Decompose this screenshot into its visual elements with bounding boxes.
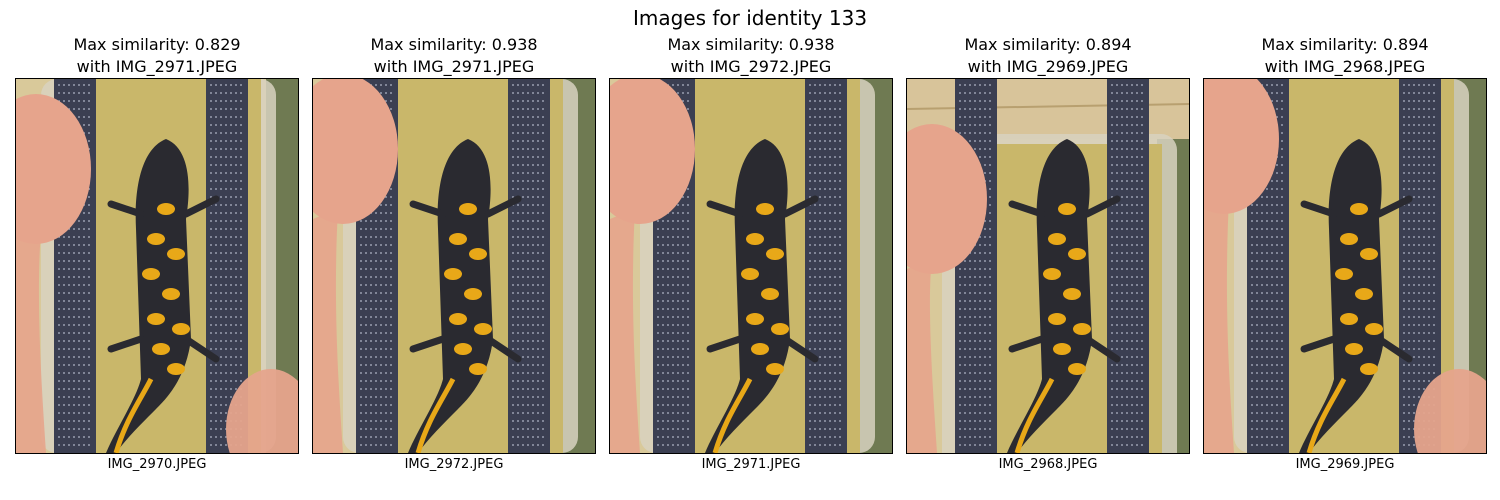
panel-similarity: Max similarity: 0.938 — [370, 35, 538, 54]
panel-title: Max similarity: 0.894 with IMG_2969.JPEG — [906, 34, 1190, 78]
panel-title: Max similarity: 0.938 with IMG_2971.JPEG — [312, 34, 596, 78]
panel-title: Max similarity: 0.938 with IMG_2972.JPEG — [609, 34, 893, 78]
panel-match: with IMG_2971.JPEG — [373, 57, 535, 76]
panel-title: Max similarity: 0.829 with IMG_2971.JPEG — [15, 34, 299, 78]
newt-photo — [1203, 78, 1487, 454]
newt-photo — [609, 78, 893, 454]
image-panel: Max similarity: 0.938 with IMG_2971.JPEG… — [312, 34, 596, 473]
panel-title: Max similarity: 0.894 with IMG_2968.JPEG — [1203, 34, 1487, 78]
image-panel: Max similarity: 0.894 with IMG_2968.JPEG… — [1203, 34, 1487, 473]
panel-similarity: Max similarity: 0.829 — [73, 35, 241, 54]
image-panel: Max similarity: 0.894 with IMG_2969.JPEG… — [906, 34, 1190, 473]
panel-match: with IMG_2971.JPEG — [76, 57, 238, 76]
image-panel: Max similarity: 0.938 with IMG_2972.JPEG… — [609, 34, 893, 473]
panel-filename: IMG_2969.JPEG — [1295, 457, 1395, 472]
panel-filename: IMG_2970.JPEG — [107, 457, 207, 472]
panel-match: with IMG_2969.JPEG — [967, 57, 1129, 76]
panel-filename: IMG_2968.JPEG — [998, 457, 1098, 472]
panel-similarity: Max similarity: 0.938 — [667, 35, 835, 54]
newt-photo — [312, 78, 596, 454]
panel-filename: IMG_2971.JPEG — [701, 457, 801, 472]
image-panel: Max similarity: 0.829 with IMG_2971.JPEG… — [15, 34, 299, 473]
figure-title: Images for identity 133 — [632, 6, 868, 30]
panel-match: with IMG_2972.JPEG — [670, 57, 832, 76]
newt-photo — [906, 78, 1190, 454]
panel-filename: IMG_2972.JPEG — [404, 457, 504, 472]
panel-similarity: Max similarity: 0.894 — [1261, 35, 1429, 54]
panel-match: with IMG_2968.JPEG — [1264, 57, 1426, 76]
newt-photo — [15, 78, 299, 454]
panel-similarity: Max similarity: 0.894 — [964, 35, 1132, 54]
